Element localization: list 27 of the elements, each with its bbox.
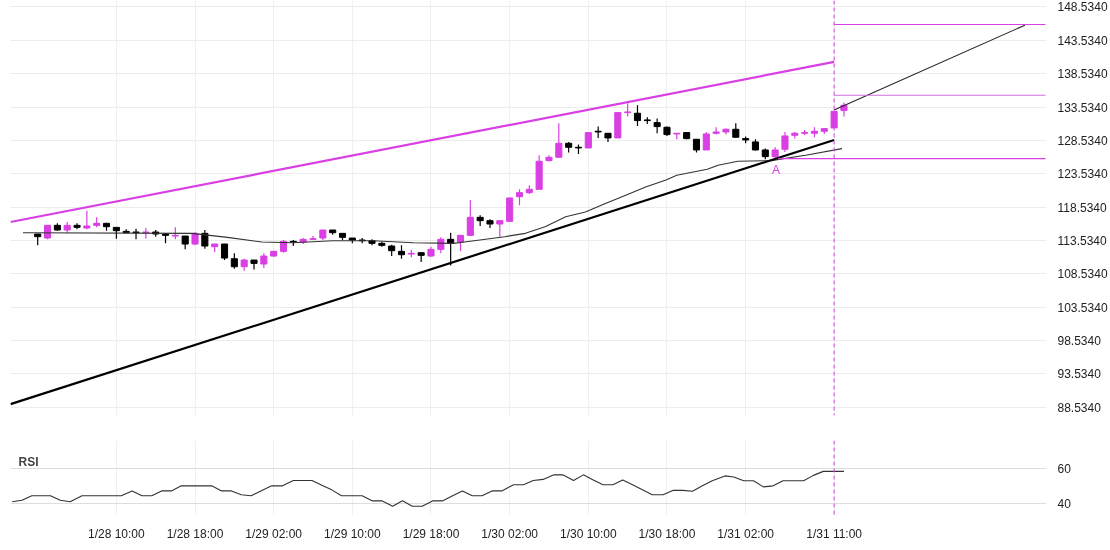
x-tick-label: 1/29 10:00: [323, 526, 382, 541]
x-tick-label: 1/30 10:00: [559, 526, 617, 541]
x-tick-label: 1/30 02:00: [481, 526, 539, 541]
y-tick-label: 93.5340: [1057, 367, 1102, 382]
y-tick-label: 113.5340: [1057, 233, 1107, 248]
y-tick-label: 40: [1057, 496, 1072, 511]
y-tick-label: 128.5340: [1057, 133, 1108, 148]
y-tick-label: 103.5340: [1057, 300, 1108, 315]
y-tick-label: 118.5340: [1057, 200, 1107, 215]
x-tick-label: 1/28 10:00: [88, 526, 146, 541]
x-tick-label: 1/29 02:00: [245, 526, 303, 541]
y-tick-label: 133.5340: [1057, 100, 1108, 115]
annotation: A: [772, 163, 781, 178]
y-tick-label: 148.5340: [1057, 0, 1108, 15]
y-tick-label: 98.5340: [1057, 334, 1102, 349]
x-tick-label: 1/31 02:00: [717, 526, 775, 541]
x-tick-label: 1/30 18:00: [638, 526, 696, 541]
y-tick-label: 88.5340: [1057, 400, 1102, 415]
x-tick-label: 1/31 11:00: [806, 526, 863, 541]
text: RSI: [18, 454, 39, 469]
x-tick-label: 1/29 18:00: [402, 526, 460, 541]
y-tick-label: 108.5340: [1057, 267, 1108, 282]
y-tick-label: 138.5340: [1057, 67, 1108, 82]
y-tick-label: 143.5340: [1057, 33, 1108, 48]
y-tick-label: 60: [1057, 461, 1072, 476]
y-tick-label: 123.5340: [1057, 167, 1108, 182]
x-tick-label: 1/28 18:00: [166, 526, 224, 541]
